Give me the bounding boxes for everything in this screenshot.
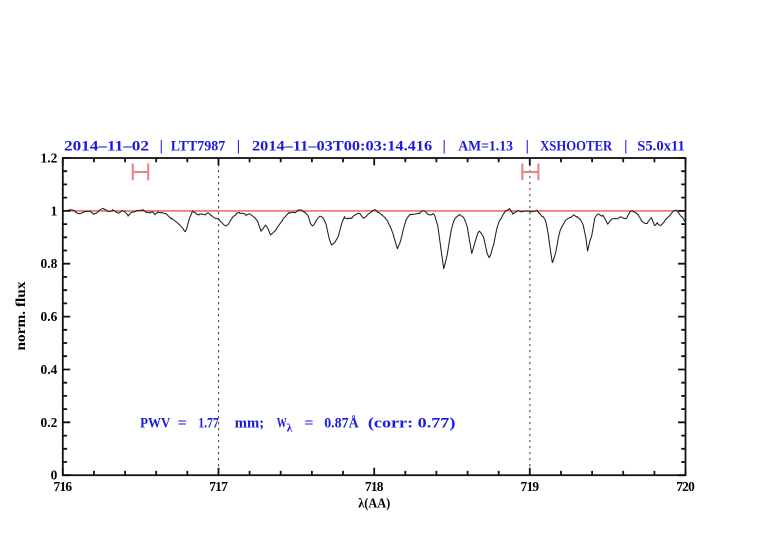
svg-text:S5.0x11: S5.0x11 [637,139,685,155]
svg-text:|: | [443,139,446,155]
svg-text:AM=1.13: AM=1.13 [458,139,513,155]
svg-text:|: | [624,139,627,155]
svg-text:2014–11–02: 2014–11–02 [64,139,149,155]
svg-text:|: | [160,139,163,155]
svg-text:0.87Å: 0.87Å [324,416,359,432]
svg-text:2014–11–03T00:03:14.416: 2014–11–03T00:03:14.416 [252,139,433,155]
svg-text:λ(AA): λ(AA) [358,496,390,511]
svg-text:mm;: mm; [235,416,264,432]
svg-text:720: 720 [676,479,695,494]
svg-text:1.77: 1.77 [198,416,219,432]
svg-text:718: 718 [365,479,384,494]
svg-text:0.4: 0.4 [41,362,58,377]
svg-text:(corr: 0.77): (corr: 0.77) [368,416,456,432]
svg-text:716: 716 [54,479,73,494]
svg-text:LTT7987: LTT7987 [171,139,226,155]
svg-text:λ: λ [287,423,293,435]
svg-text:norm. flux: norm. flux [14,282,29,351]
svg-text:=: = [178,416,187,432]
svg-text:|: | [237,139,240,155]
svg-text:719: 719 [521,479,540,494]
svg-text:W: W [277,416,287,432]
svg-text:1: 1 [51,203,58,218]
svg-text:XSHOOTER: XSHOOTER [540,139,612,155]
svg-text:0.2: 0.2 [41,415,58,430]
svg-text:0: 0 [51,468,58,483]
svg-text:717: 717 [209,479,228,494]
svg-text:0.8: 0.8 [41,256,58,271]
svg-text:=: = [304,416,313,432]
svg-text:|: | [526,139,529,155]
svg-text:0.6: 0.6 [41,309,58,324]
svg-text:PWV: PWV [140,416,170,432]
svg-text:1.2: 1.2 [41,151,58,166]
